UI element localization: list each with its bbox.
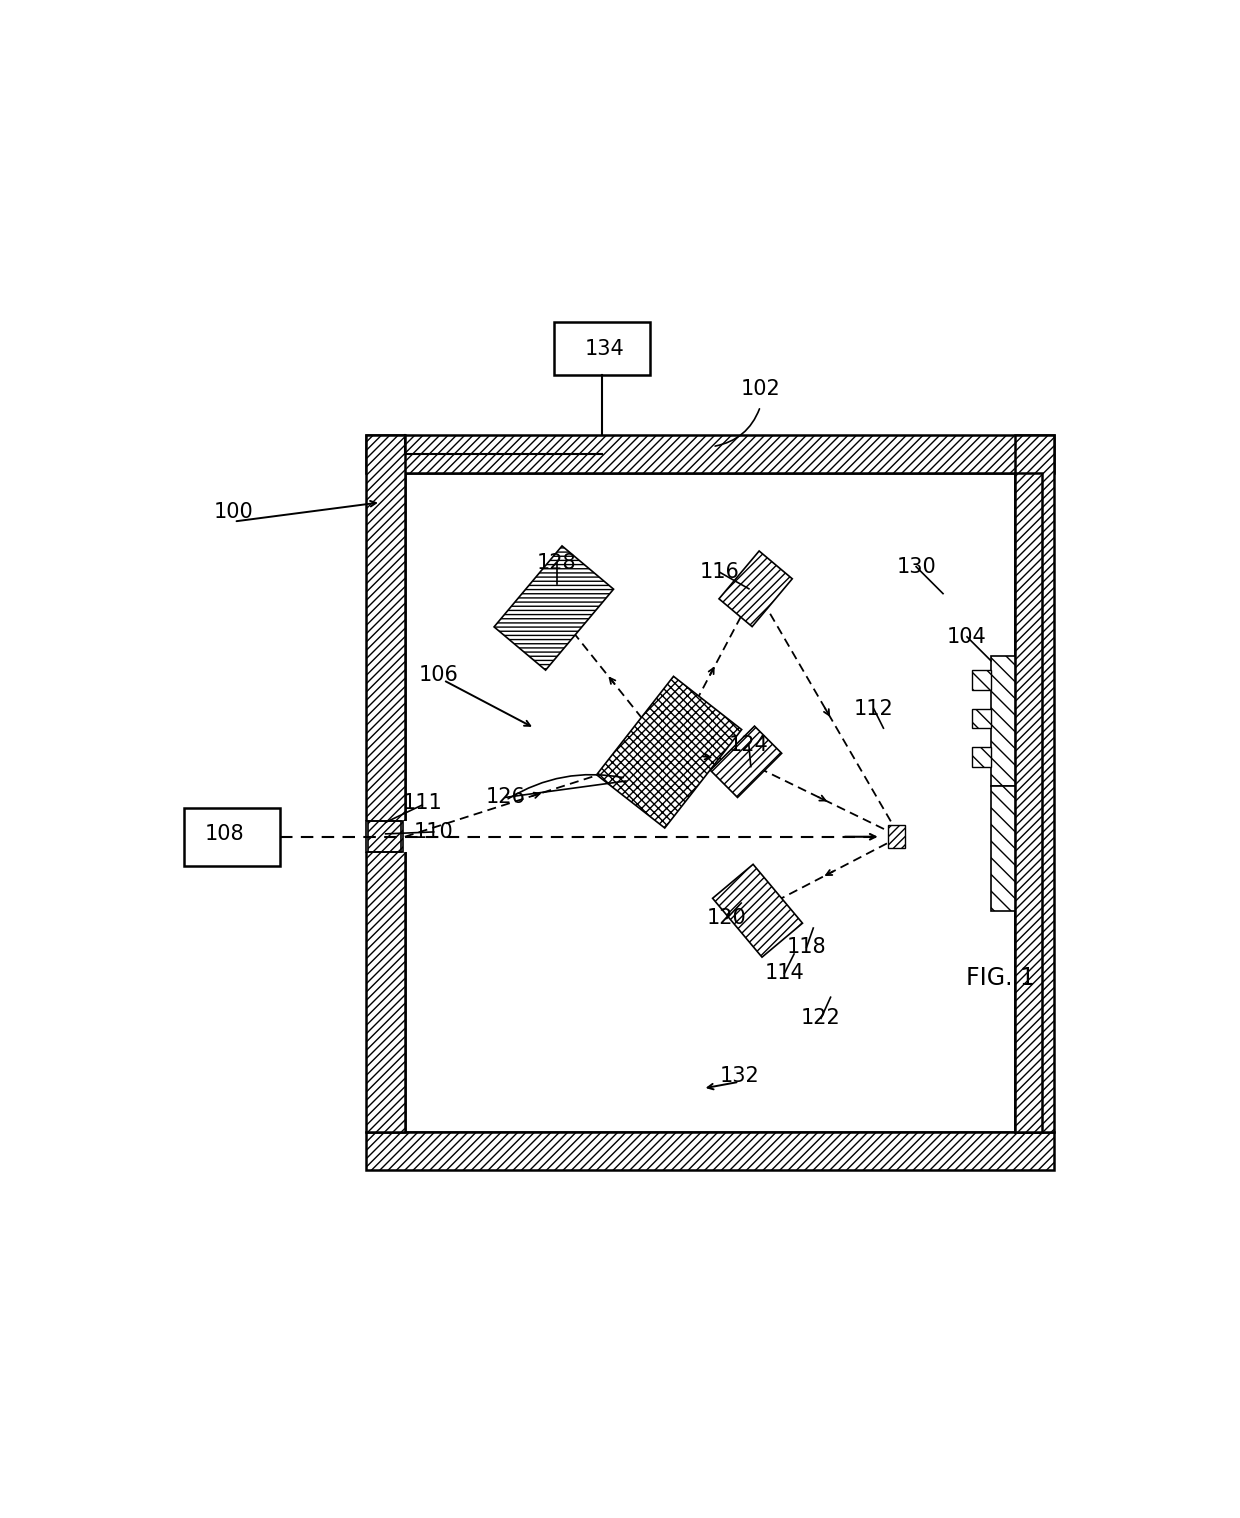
Text: 112: 112 (854, 698, 894, 720)
Text: FIG. 1: FIG. 1 (966, 965, 1035, 990)
Polygon shape (1016, 436, 1054, 1132)
Bar (554, 322, 650, 375)
Bar (367, 821, 401, 852)
Polygon shape (367, 436, 1054, 474)
Polygon shape (494, 546, 614, 669)
Text: 126: 126 (486, 788, 526, 808)
Text: 110: 110 (414, 821, 454, 842)
Text: 100: 100 (215, 502, 254, 522)
Text: 111: 111 (402, 792, 441, 814)
Bar (404, 474, 1016, 1132)
Polygon shape (713, 864, 802, 958)
Text: 134: 134 (585, 339, 625, 358)
Polygon shape (711, 726, 781, 797)
Polygon shape (972, 709, 991, 729)
Polygon shape (368, 821, 403, 852)
Text: 108: 108 (205, 824, 244, 844)
Polygon shape (719, 551, 792, 627)
Text: 124: 124 (729, 735, 769, 756)
Text: 118: 118 (786, 937, 826, 958)
Text: 120: 120 (707, 908, 746, 929)
Text: 132: 132 (719, 1066, 759, 1085)
Polygon shape (991, 786, 1016, 911)
Bar (184, 808, 280, 865)
Polygon shape (367, 436, 404, 1132)
Polygon shape (596, 677, 742, 827)
Text: 122: 122 (801, 1008, 841, 1028)
Polygon shape (367, 1132, 1054, 1170)
Text: 114: 114 (765, 964, 805, 984)
Text: 106: 106 (419, 665, 459, 685)
Text: 116: 116 (701, 563, 740, 583)
Polygon shape (888, 826, 905, 849)
Text: 104: 104 (947, 627, 987, 647)
Polygon shape (1016, 474, 1042, 1132)
Text: 130: 130 (897, 557, 936, 577)
Polygon shape (972, 671, 991, 689)
Text: 102: 102 (740, 380, 780, 399)
Bar (357, 821, 414, 852)
Polygon shape (972, 747, 991, 767)
Polygon shape (991, 656, 1016, 786)
Text: 128: 128 (537, 553, 577, 572)
